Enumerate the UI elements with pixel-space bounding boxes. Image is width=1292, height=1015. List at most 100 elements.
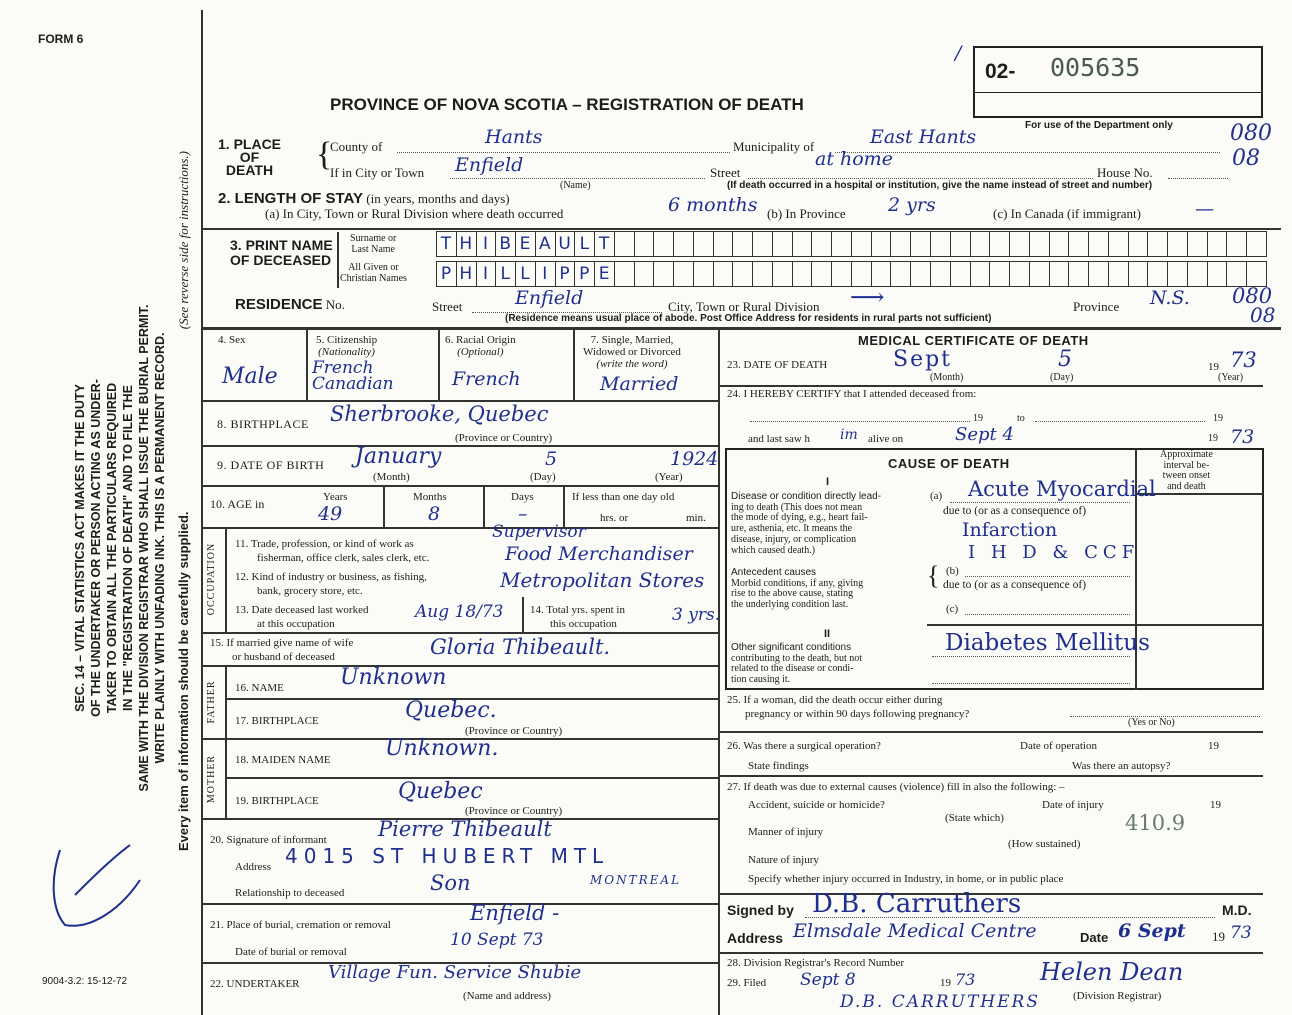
surname-letter-box [633,231,655,257]
stay-city-label: (a) In City, Town or Rural Division wher… [265,206,564,221]
province-note: (Province or Country) [455,432,553,444]
spouse-label: 15. If married give name of wife or husba… [210,637,354,663]
interval-label: Approximate interval be-tween onset and de… [1160,449,1213,492]
certify-label: 24. I HEREBY CERTIFY that I attended dec… [727,388,977,400]
surname-letter-box [850,231,872,257]
given-letter-box [1206,261,1228,287]
specify-label: Specify whether injury occurred in Indus… [748,873,1064,885]
divider [1135,493,1263,495]
informant-address-label: Address [235,861,272,873]
filed-date: Sept 8 [800,970,856,990]
registration-prefix: 02- [985,60,1016,83]
divider [718,385,1263,387]
surname-letter-box [1088,231,1109,257]
divider [201,903,718,905]
surname-letter-box [1246,231,1267,257]
year-prefix: 19 [973,413,983,424]
mother-name-label: 18. MAIDEN NAME [235,754,331,766]
given-letter-box [811,261,833,287]
given-letter-box [712,261,734,287]
informant-address: 4015 ST HUBERT MTL [285,844,610,868]
given-name-label: All Given or Christian Names [340,262,407,284]
surname-letter-box [712,231,734,257]
statute-line: SAME WITH THE DIVISION REGISTRAR WHO SHA… [137,304,151,792]
city-value: Enfield [455,154,524,176]
municipality-value: East Hants [870,126,977,148]
months-value: 8 [428,503,441,525]
pregnancy-question: 25. If a woman, did the death occur eith… [727,694,970,720]
day-note: (Day) [1050,372,1074,383]
antecedent-causes-label: Antecedent causes Morbid conditions, if a… [731,567,864,611]
stay-canada-value: — [1195,198,1214,220]
surname-letter: B [499,234,512,254]
residence-city-arrow: ⟶ [850,283,885,311]
given-letter-box [1088,261,1109,287]
given-letter-box [633,261,655,287]
given-letter-box [673,261,694,287]
statute-notice: SEC. 14 – VITAL STATISTICS ACT MAKES IT … [72,213,168,883]
age-label: 10. AGE in [210,497,265,511]
division-registrar-note: (Division Registrar) [1073,990,1162,1002]
other-conditions-value: Diabetes Mellitus [945,630,1150,656]
divider [306,328,308,400]
divider [201,445,718,447]
day-note: (Day) [530,471,556,483]
registrar-signature: Helen Dean [1040,958,1184,986]
signed-by-label: Signed by [727,902,794,918]
surname-letter: U [558,234,571,254]
residence-label: RESIDENCE No. [235,296,345,313]
county-value: Hants [485,126,543,148]
every-item-note: Every item of information should be care… [176,511,191,851]
sex-label: 4. Sex [218,334,246,346]
mother-name-value: Unknown. [385,736,499,761]
divider [201,400,718,402]
surname-letter-box [930,231,951,257]
to-label: to [1017,413,1025,424]
residence-city-label: City, Town or Rural Division [668,299,820,314]
brace: { [316,136,333,173]
informant-signature-label: 20. Signature of informant [210,834,327,846]
divider [201,228,1281,230]
given-letter: H [459,264,473,284]
nature-label: Nature of injury [748,854,819,866]
surname-letter-box [1048,231,1070,257]
sex-value: Male [222,364,278,389]
md-label: M.D. [1222,902,1252,918]
surname-letter-box [1127,231,1149,257]
given-letter-box [949,261,971,287]
given-letter: I [483,264,489,284]
surname-letter-box [1107,231,1129,257]
print-name-label: 3. PRINT NAME OF DECEASED [230,237,333,268]
length-of-stay-label: 2. LENGTH OF STAY (in years, months and … [218,190,510,207]
statute-line: WRITE PLAINLY WITH UNFADING INK. THIS IS… [153,332,167,764]
signature-year: 73 [1230,923,1252,943]
given-letter-box [930,261,951,287]
instructions-note: Every item of information should be care… [176,151,194,851]
month-note: (Month) [373,471,410,483]
registration-box [973,46,1263,118]
municipality-label: Municipality of [733,139,815,154]
death-month: Sept [893,347,953,372]
divider [718,893,1263,895]
divider [927,624,1263,626]
given-letter: L [500,264,510,284]
year-prefix: 19 [940,977,951,989]
manner-label: Manner of injury [748,826,824,838]
see-reverse-note: (See reverse side for instructions.) [176,151,191,330]
alive-on-label: alive on [868,433,904,445]
burial-date-value: 10 Sept 73 [450,930,544,950]
hospital-note: (If death occurred in a hospital or inst… [727,180,1153,191]
brace: { [927,561,940,590]
surname-letter-box [1226,231,1248,257]
surname-letter: A [538,234,551,254]
surname-letter-box [989,231,1011,257]
given-letter-box [989,261,1011,287]
given-letter-box [1246,261,1267,287]
surname-letter-box [1186,231,1208,257]
last-worked-value: Aug 18/73 [415,602,504,622]
divider [201,527,718,529]
given-letter: E [598,264,610,284]
stay-province-value: 2 yrs [888,194,936,216]
name-note: (Name) [560,180,591,191]
father-name-value: Unknown [340,665,447,690]
